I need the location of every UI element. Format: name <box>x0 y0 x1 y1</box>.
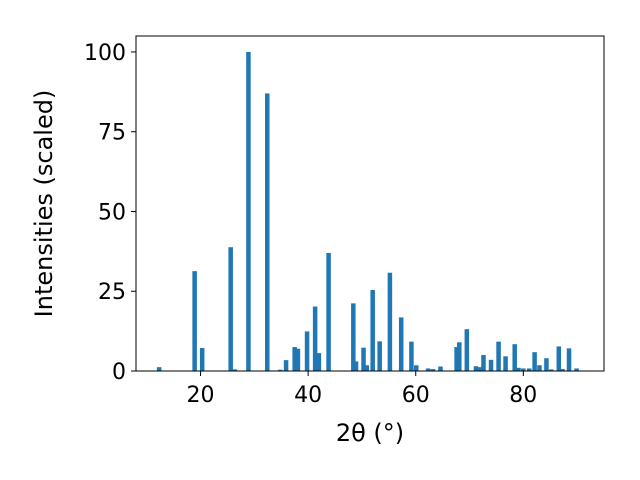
bar <box>361 347 366 371</box>
x-tick-label: 80 <box>509 383 537 408</box>
bar <box>549 369 554 371</box>
x-axis-title: 2θ (°) <box>336 419 404 447</box>
bar <box>295 348 301 371</box>
y-axis-title: Intensities (scaled) <box>30 90 58 318</box>
bar <box>387 272 393 371</box>
y-tick-label: 75 <box>98 121 126 146</box>
bar <box>265 93 270 372</box>
bar <box>457 342 462 371</box>
bar <box>353 361 359 371</box>
bar <box>476 367 482 371</box>
x-tick-label: 20 <box>187 383 215 408</box>
bar <box>537 365 542 371</box>
y-axis: 0 25 50 75 100 <box>84 41 136 385</box>
bar <box>228 247 233 371</box>
bar <box>532 352 537 371</box>
y-tick-label: 100 <box>84 41 126 66</box>
bar <box>454 347 459 371</box>
y-tick-label: 50 <box>98 200 126 225</box>
bar <box>246 51 251 371</box>
x-tick-label: 40 <box>294 383 322 408</box>
bar <box>526 368 532 371</box>
plot-frame <box>135 35 605 372</box>
bar <box>464 329 470 371</box>
bar <box>192 271 197 371</box>
bar <box>304 331 310 371</box>
bar <box>377 341 382 371</box>
bar <box>556 346 562 371</box>
bar-series <box>156 51 579 372</box>
x-tick-label: 60 <box>402 383 430 408</box>
bar <box>283 360 289 371</box>
bar <box>481 355 486 371</box>
bar <box>232 369 238 371</box>
y-tick-label: 0 <box>112 360 126 385</box>
x-axis: 20 40 60 80 <box>187 371 537 408</box>
bar <box>351 303 356 371</box>
bar <box>277 369 283 371</box>
bar <box>425 368 431 371</box>
bar <box>503 356 508 371</box>
bar <box>409 341 414 371</box>
bar <box>370 289 375 371</box>
bar <box>544 358 549 371</box>
bar <box>364 365 370 371</box>
bar <box>398 317 404 371</box>
bar <box>512 344 517 371</box>
bar <box>521 368 526 371</box>
y-tick-label: 25 <box>98 280 126 305</box>
bar <box>560 369 565 371</box>
bar <box>566 348 572 371</box>
bar <box>496 341 501 371</box>
bar <box>516 367 521 371</box>
bar <box>438 366 443 371</box>
bar <box>312 306 318 371</box>
bar <box>156 367 162 371</box>
bar <box>430 369 436 371</box>
bar <box>316 353 322 371</box>
bar <box>292 347 297 371</box>
bar <box>488 359 494 371</box>
bar <box>199 348 205 371</box>
bar <box>473 366 479 371</box>
bar <box>414 365 419 371</box>
bar <box>326 252 331 371</box>
bar <box>574 368 579 371</box>
